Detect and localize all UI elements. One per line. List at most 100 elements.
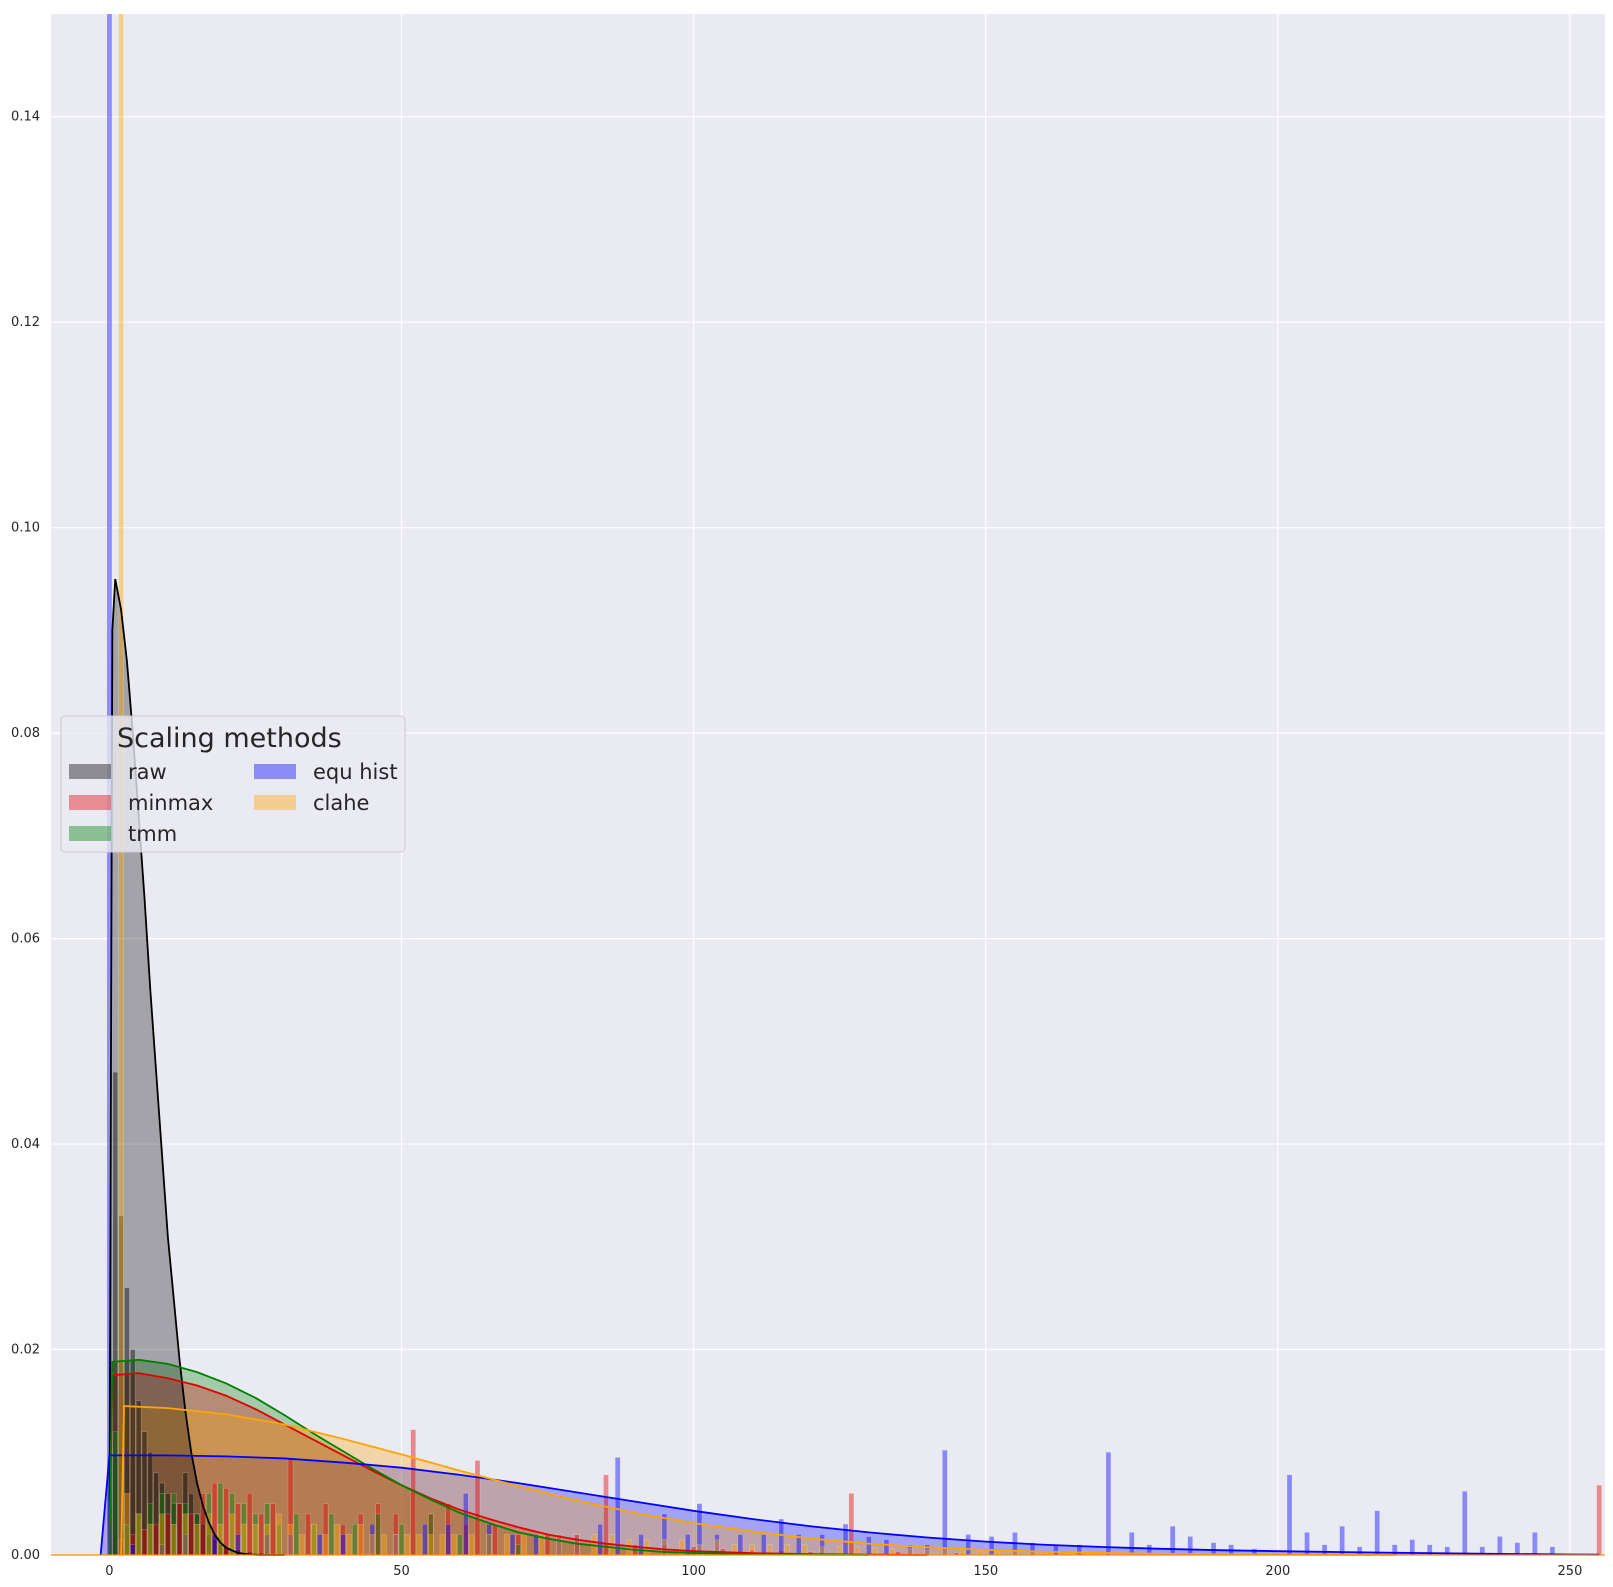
bar-raw [130, 1349, 136, 1556]
bar-clahe [241, 1523, 247, 1556]
y-tick-label: 0.04 [11, 1137, 40, 1152]
bar-clahe [299, 1534, 305, 1556]
kde-fill-layer [100, 579, 1600, 1555]
y-tick-label: 0.06 [11, 932, 40, 947]
bar-equ-hist [422, 1523, 428, 1556]
bar-minmax [270, 1503, 276, 1556]
bar-equ-hist [842, 1523, 849, 1556]
bar-clahe [124, 1493, 130, 1556]
bar-clahe [147, 1523, 154, 1556]
bar-clahe [381, 1534, 387, 1556]
bar-clahe [135, 1513, 142, 1556]
kde-area-tmm [109, 1359, 869, 1555]
bar-equ-hist [130, 1544, 136, 1556]
bar-clahe [322, 1534, 329, 1556]
bar-tmm [515, 1544, 522, 1556]
bar-equ-hist [1462, 1491, 1468, 1556]
legend: Scaling methods raw minmax tmm equ hist … [60, 715, 406, 853]
y-tick-label: 0.14 [11, 110, 40, 125]
kde-line-minmax [108, 1372, 928, 1556]
bar-minmax [165, 1513, 171, 1556]
bar-clahe [346, 1534, 352, 1556]
y-tick-label: 0.08 [11, 726, 40, 741]
bar-minmax [223, 1487, 229, 1556]
bar-tmm [328, 1513, 335, 1556]
bar-clahe [503, 1534, 510, 1556]
bar-clahe [287, 1523, 294, 1556]
bar-clahe [170, 1523, 177, 1556]
bar-clahe [334, 1523, 340, 1556]
bar-minmax [188, 1513, 194, 1556]
x-tick-label: 250 [1558, 1564, 1583, 1579]
bar-tmm [293, 1513, 300, 1556]
bar-equ-hist [965, 1534, 971, 1556]
legend-label-clahe: clahe [313, 791, 369, 815]
bar-clahe [994, 1550, 1001, 1556]
bar-minmax [176, 1503, 183, 1556]
bar-clahe [439, 1534, 446, 1556]
tick-label-layer: 0 50 100 150 200 250 0.00 0.02 0.04 0.06 0.08 0.10 0… [11, 110, 1582, 1579]
bar-equ-hist [778, 1518, 784, 1556]
bar-clahe [521, 1534, 527, 1556]
bar-equ-hist [1053, 1544, 1059, 1556]
y-tick-label: 0.10 [11, 521, 40, 536]
bar-minmax [258, 1513, 265, 1556]
bar-equ-hist [761, 1534, 767, 1556]
bar-equ-hist [1286, 1474, 1293, 1556]
bar-equ-hist [1532, 1532, 1538, 1556]
bar-minmax [246, 1493, 253, 1556]
bar-clahe [451, 1534, 457, 1556]
bar-clahe [194, 1523, 200, 1556]
bar-clahe [392, 1534, 399, 1556]
legend-label-equ-hist: equ hist [313, 760, 398, 784]
bar-equ-hist [317, 1534, 323, 1556]
bar-equ-hist [1339, 1525, 1345, 1556]
bar-equ-hist [638, 1534, 644, 1556]
bar-clahe [942, 1549, 948, 1556]
x-tick-label: 100 [681, 1564, 706, 1579]
bar-minmax [848, 1493, 855, 1556]
bar-equ-hist [597, 1523, 603, 1556]
bar-minmax [305, 1513, 311, 1556]
bar-equ-hist [1105, 1452, 1112, 1556]
bar-equ-hist [883, 1539, 890, 1556]
bar-minmax [141, 1529, 148, 1556]
legend-swatch-tmm [69, 826, 111, 841]
bar-clahe [264, 1523, 270, 1556]
bar-clahe [276, 1513, 282, 1556]
bar-equ-hist [1187, 1536, 1193, 1556]
legend-swatch-minmax [69, 795, 111, 810]
kde-area-clahe [121, 1406, 1395, 1555]
bar-equ-hist [1210, 1542, 1217, 1556]
bar-equ-hist [509, 1534, 516, 1556]
bar-equ-hist [1374, 1510, 1380, 1556]
kde-line-layer [99, 578, 1600, 1556]
bar-equ-hist [1356, 1546, 1363, 1556]
legend-label-tmm: tmm [128, 822, 177, 846]
kde-area-equ-hist [100, 1455, 1600, 1555]
legend-title: Scaling methods [117, 723, 342, 754]
bar-equ-hist [463, 1493, 469, 1556]
bar-clahe [159, 1513, 165, 1556]
bar-clahe [369, 1534, 376, 1556]
bar-tmm [112, 1431, 118, 1556]
bar-clahe [428, 1534, 434, 1556]
bar-clahe [182, 1513, 189, 1556]
kde-area-minmax [109, 1373, 928, 1555]
legend-swatch-equ-hist [254, 764, 296, 779]
x-tick-label: 150 [973, 1564, 998, 1579]
x-tick-label: 0 [105, 1564, 113, 1579]
legend-swatch-raw [69, 764, 111, 779]
bar-equ-hist [533, 1534, 539, 1556]
bar-clahe [357, 1523, 364, 1556]
kde-area-raw [109, 579, 285, 1555]
bar-clahe [252, 1523, 259, 1556]
bar-equ-hist [1169, 1525, 1176, 1556]
y-tick-label: 0.00 [11, 1548, 40, 1563]
bar-clahe [626, 1539, 633, 1556]
bar-tmm [457, 1534, 463, 1556]
bar-equ-hist [866, 1536, 872, 1556]
legend-label-minmax: minmax [128, 791, 213, 815]
bar-clahe [404, 1534, 411, 1556]
kde-line-clahe [120, 1405, 1395, 1556]
